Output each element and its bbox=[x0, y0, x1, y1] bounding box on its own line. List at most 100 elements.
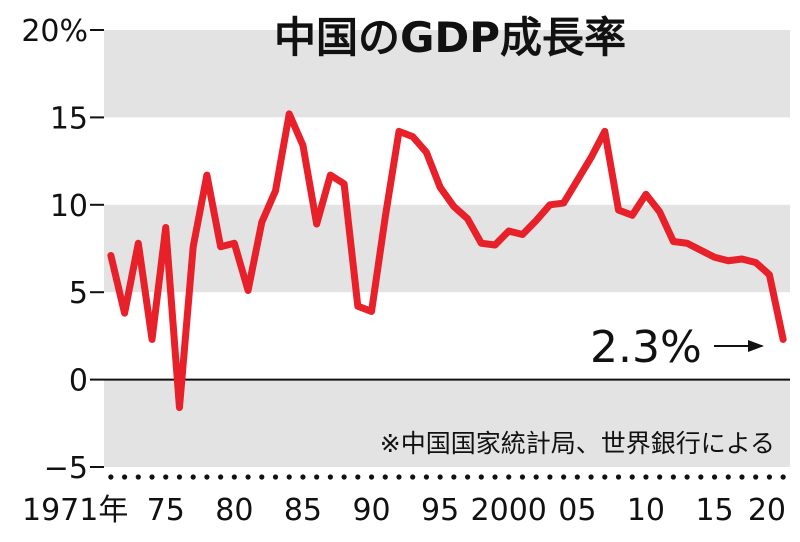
x-year-dot bbox=[506, 474, 512, 480]
data-point bbox=[588, 155, 594, 161]
data-point bbox=[561, 200, 567, 206]
x-year-dot bbox=[327, 474, 333, 480]
x-year-dot bbox=[684, 474, 690, 480]
data-point bbox=[286, 111, 292, 117]
data-point bbox=[259, 219, 265, 225]
x-tick-label: 1971年 bbox=[22, 493, 128, 528]
data-point bbox=[369, 308, 375, 314]
data-point bbox=[616, 207, 622, 213]
x-year-dot bbox=[753, 474, 759, 480]
y-tick-label: 0 bbox=[69, 364, 88, 399]
x-tick-label: 15 bbox=[695, 493, 733, 528]
data-point bbox=[245, 287, 251, 293]
x-year-dot bbox=[725, 474, 731, 480]
x-year-dot bbox=[286, 474, 292, 480]
data-point bbox=[712, 254, 718, 260]
data-point bbox=[327, 172, 333, 178]
x-year-dot bbox=[519, 474, 526, 480]
data-point bbox=[204, 172, 210, 178]
x-axis: 1971年 75 80 85 90 95 2000 05 10 15 20 bbox=[22, 493, 786, 528]
data-point bbox=[629, 212, 635, 218]
x-year-dot bbox=[396, 474, 402, 480]
data-point bbox=[149, 336, 155, 342]
x-year-dot bbox=[437, 474, 443, 480]
y-tick-label: −5 bbox=[44, 451, 88, 486]
y-tick-label: 15 bbox=[50, 101, 88, 136]
data-point bbox=[766, 272, 772, 278]
x-year-dot bbox=[657, 474, 663, 480]
x-tick-label: 90 bbox=[352, 493, 390, 528]
x-year-dot bbox=[588, 474, 594, 480]
data-point bbox=[108, 252, 114, 258]
grid-band bbox=[104, 379, 790, 467]
x-year-dot bbox=[739, 474, 745, 480]
data-point bbox=[725, 258, 731, 264]
x-year-dot bbox=[670, 474, 676, 480]
x-tick-label: 95 bbox=[421, 493, 459, 528]
x-year-dot bbox=[382, 474, 388, 480]
data-point bbox=[684, 240, 690, 246]
data-point bbox=[670, 239, 676, 245]
x-tick-label: 05 bbox=[558, 493, 596, 528]
x-year-dot bbox=[643, 474, 649, 480]
data-point bbox=[423, 149, 429, 155]
x-year-dot bbox=[259, 474, 265, 480]
data-point bbox=[300, 142, 306, 148]
x-year-dot bbox=[368, 474, 375, 480]
x-tick-label: 10 bbox=[627, 493, 665, 528]
x-year-dot bbox=[245, 474, 251, 480]
data-point bbox=[163, 225, 169, 231]
data-point bbox=[382, 214, 388, 220]
data-point bbox=[519, 232, 525, 238]
x-year-dot bbox=[451, 474, 457, 480]
x-year-dot bbox=[478, 474, 484, 480]
x-year-dot bbox=[492, 474, 498, 480]
data-point bbox=[355, 303, 361, 309]
x-axis-dots bbox=[108, 474, 786, 480]
x-year-dot bbox=[698, 474, 704, 480]
source-note: ※中国国家統計局、世界銀行による bbox=[380, 429, 775, 458]
data-point bbox=[739, 256, 745, 262]
data-point bbox=[341, 181, 347, 187]
x-year-dot bbox=[464, 474, 471, 480]
data-point bbox=[698, 247, 704, 253]
data-point bbox=[176, 405, 182, 411]
x-year-dot bbox=[410, 474, 416, 480]
x-tick-label: 85 bbox=[284, 493, 322, 528]
chart-title: 中国のGDP成長率 bbox=[274, 13, 626, 62]
x-year-dot bbox=[218, 474, 224, 480]
data-point bbox=[122, 310, 128, 316]
x-year-dot bbox=[711, 474, 718, 480]
data-point bbox=[657, 209, 663, 215]
x-year-dot bbox=[149, 474, 155, 480]
x-year-dot bbox=[574, 474, 580, 480]
grid-band bbox=[104, 204, 790, 293]
x-tick-label: 75 bbox=[147, 493, 185, 528]
x-year-dot bbox=[108, 474, 114, 480]
gdp-growth-line bbox=[107, 110, 787, 412]
data-point bbox=[547, 202, 553, 208]
data-point bbox=[273, 188, 279, 194]
x-year-dot bbox=[121, 474, 128, 480]
x-year-dot bbox=[629, 474, 635, 480]
data-point bbox=[533, 218, 539, 224]
callout-label: 2.3% bbox=[590, 322, 702, 373]
data-point bbox=[231, 240, 237, 246]
x-year-dot bbox=[314, 474, 320, 480]
data-point bbox=[437, 184, 443, 190]
y-tick-label: 10 bbox=[50, 189, 88, 224]
grid-bands bbox=[104, 30, 790, 467]
x-year-dot bbox=[780, 474, 786, 480]
x-year-dot bbox=[341, 474, 347, 480]
x-year-dot bbox=[176, 474, 183, 480]
x-year-dot bbox=[561, 474, 567, 480]
data-point bbox=[135, 240, 141, 246]
data-point bbox=[190, 244, 196, 250]
x-year-dot bbox=[602, 474, 608, 480]
data-point bbox=[574, 177, 580, 183]
x-year-dot bbox=[135, 474, 141, 480]
data-point bbox=[465, 216, 471, 222]
x-tick-label: 20 bbox=[748, 493, 786, 528]
data-point bbox=[478, 240, 484, 246]
